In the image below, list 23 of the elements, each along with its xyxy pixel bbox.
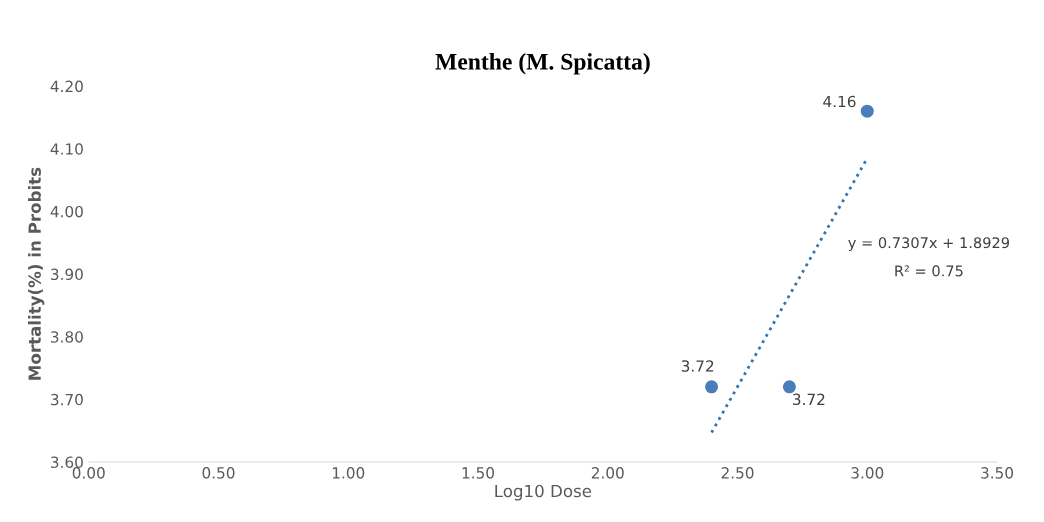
x-tick-label: 0.50 <box>202 467 235 479</box>
data-label: 4.16 <box>823 95 856 108</box>
chart-title: Menthe (M. Spicatta) <box>435 53 650 75</box>
x-tick-label: 2.00 <box>591 467 624 479</box>
x-tick-label: 3.50 <box>981 467 1014 479</box>
x-tick-label: 1.00 <box>332 467 365 479</box>
x-tick-label: 3.00 <box>851 467 884 479</box>
data-label: 3.72 <box>681 360 714 372</box>
y-axis-title: Mortality(%) in Probits <box>28 167 45 380</box>
annotation: y = 0.7307x + 1.8929 <box>848 237 1010 252</box>
y-tick-label: 4.10 <box>50 143 83 155</box>
y-tick-label: 3.90 <box>51 268 83 281</box>
y-tick-label: 3.60 <box>51 456 83 468</box>
x-tick-label: 2.50 <box>721 467 754 479</box>
y-tick-label: 4.00 <box>50 205 83 218</box>
y-tick-label: 4.20 <box>50 80 83 93</box>
x-axis-title: Log10 Dose <box>495 484 592 501</box>
annotation: R² = 0.75 <box>895 265 963 277</box>
x-tick-label: 0.00 <box>72 467 105 479</box>
y-tick-label: 3.80 <box>51 331 83 343</box>
x-tick-label: 1.50 <box>462 467 494 479</box>
y-tick-label: 3.70 <box>51 393 83 406</box>
data-label: 3.72 <box>793 393 825 406</box>
